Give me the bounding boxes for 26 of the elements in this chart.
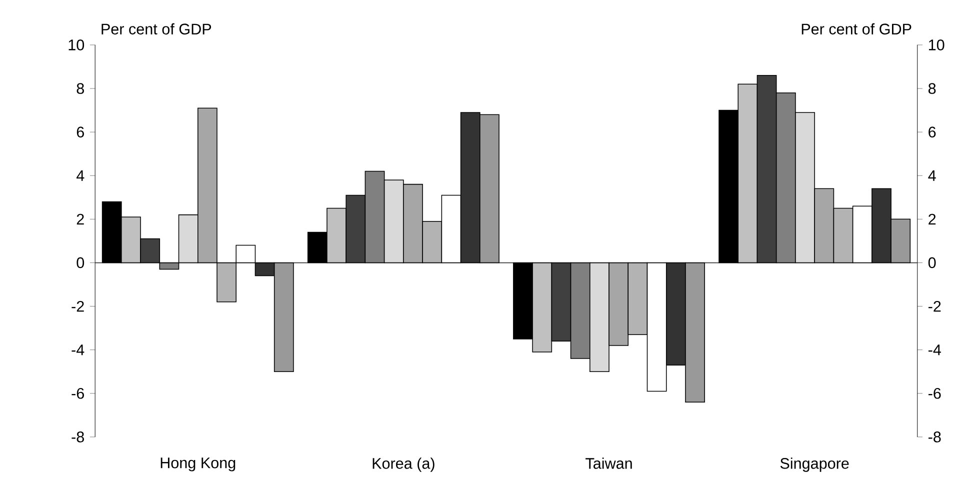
- y2-tick-label: 6: [928, 126, 936, 138]
- y-axis-title: Per cent of GDP: [102, 23, 212, 34]
- y2-tick-label: 2: [928, 214, 936, 224]
- y2-tick-label: 10: [928, 39, 944, 50]
- y2-axis-title: Per cent of GDP: [802, 23, 912, 34]
- y2-tick-label: 8: [928, 83, 936, 94]
- y-tick-label: 6: [76, 126, 84, 138]
- y2-tick-label: -8: [928, 432, 941, 442]
- y-tick-label: -6: [72, 388, 84, 399]
- y-tick-label: 0: [76, 257, 84, 268]
- y2-tick-label: -2: [928, 300, 941, 312]
- x-tick-label: Hong Kong: [160, 458, 236, 472]
- y2-tick-label: 4: [928, 170, 936, 181]
- y-tick-label: -8: [72, 432, 84, 442]
- y-tick-label: -2: [72, 300, 84, 312]
- y-tick-label: -4: [72, 344, 84, 356]
- y2-tick-label: -6: [928, 388, 941, 399]
- x-tick-label: Singapore: [780, 458, 849, 472]
- y-tick-label: 10: [68, 39, 84, 50]
- y-tick-label: 8: [76, 83, 84, 94]
- x-tick-label: Korea (a): [372, 458, 434, 472]
- y2-tick-label: -4: [928, 344, 941, 356]
- y-tick-label: 4: [76, 170, 84, 181]
- y-tick-label: 2: [76, 214, 84, 224]
- x-tick-label: Taiwan: [586, 458, 632, 469]
- y2-tick-label: 0: [928, 257, 936, 268]
